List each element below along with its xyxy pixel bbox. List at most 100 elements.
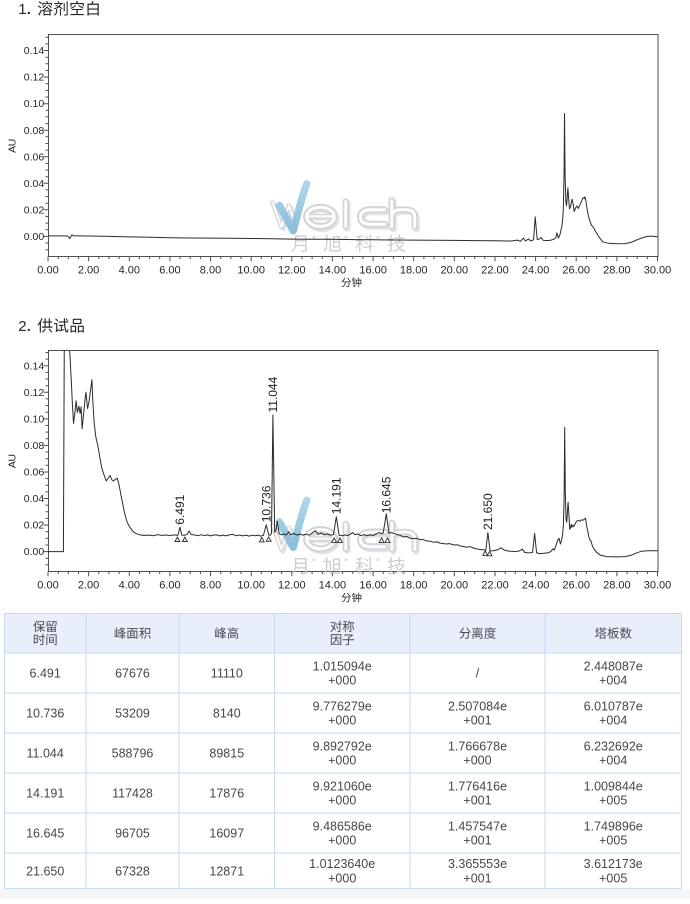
svg-text:0.10: 0.10 <box>24 414 45 426</box>
svg-text:+005: +005 <box>599 834 627 848</box>
svg-text:12.00: 12.00 <box>278 580 306 592</box>
svg-text:21.650: 21.650 <box>481 493 495 530</box>
svg-text:0.08: 0.08 <box>24 440 45 452</box>
svg-text:6.00: 6.00 <box>159 265 180 277</box>
svg-text:16097: 16097 <box>209 827 244 841</box>
svg-text:17876: 17876 <box>209 787 244 801</box>
svg-text:0.14: 0.14 <box>24 45 45 57</box>
svg-text:0.04: 0.04 <box>24 178 45 190</box>
svg-text:+001: +001 <box>463 871 491 885</box>
svg-text:16.00: 16.00 <box>359 580 387 592</box>
svg-text:2: 2 <box>18 318 26 335</box>
svg-text:+000: +000 <box>328 714 356 728</box>
svg-text:+000: +000 <box>463 754 491 768</box>
svg-text:16.645: 16.645 <box>380 476 394 513</box>
svg-text:1.766678e: 1.766678e <box>448 739 507 753</box>
svg-text:1.749896e: 1.749896e <box>584 819 643 833</box>
svg-text:18.00: 18.00 <box>400 580 428 592</box>
svg-text:+001: +001 <box>463 714 491 728</box>
svg-text:14.00: 14.00 <box>319 580 347 592</box>
svg-text:28.00: 28.00 <box>603 580 631 592</box>
svg-text:12871: 12871 <box>209 864 244 878</box>
svg-text:30.00: 30.00 <box>644 580 672 592</box>
svg-text:10.736: 10.736 <box>259 485 273 522</box>
svg-text:10.00: 10.00 <box>237 580 265 592</box>
svg-text:14.00: 14.00 <box>319 265 347 277</box>
svg-text:0.04: 0.04 <box>24 493 45 505</box>
svg-text:+004: +004 <box>599 674 627 688</box>
svg-text:+001: +001 <box>463 834 491 848</box>
svg-text:14.191: 14.191 <box>330 477 344 514</box>
svg-text:+000: +000 <box>328 794 356 808</box>
svg-text:20.00: 20.00 <box>441 580 469 592</box>
svg-text:0.02: 0.02 <box>24 204 45 216</box>
svg-text:117428: 117428 <box>112 787 153 801</box>
svg-text:9.892792e: 9.892792e <box>313 739 372 753</box>
svg-text:8140: 8140 <box>213 707 241 721</box>
svg-text:1.009844e: 1.009844e <box>584 779 643 793</box>
svg-text:0.06: 0.06 <box>24 467 45 479</box>
svg-text:0.14: 0.14 <box>24 360 45 372</box>
svg-text:+001: +001 <box>463 794 491 808</box>
svg-text:AU: AU <box>7 139 19 153</box>
svg-text:21.650: 21.650 <box>26 864 64 878</box>
svg-text:0.00: 0.00 <box>24 546 45 558</box>
svg-text:16.00: 16.00 <box>359 265 387 277</box>
svg-text:0.02: 0.02 <box>24 520 45 532</box>
svg-text:2.00: 2.00 <box>78 580 99 592</box>
svg-text:11110: 11110 <box>211 667 243 681</box>
svg-text:0.10: 0.10 <box>24 98 45 110</box>
svg-text:8.00: 8.00 <box>200 580 221 592</box>
svg-text:67676: 67676 <box>115 667 150 681</box>
svg-text:0.00: 0.00 <box>24 231 45 243</box>
svg-text:67328: 67328 <box>115 864 150 878</box>
svg-text:4.00: 4.00 <box>119 265 140 277</box>
svg-text:3.612173e: 3.612173e <box>584 857 643 871</box>
svg-text:11.044: 11.044 <box>27 747 64 761</box>
svg-text:AU: AU <box>7 454 19 468</box>
svg-text:8.00: 8.00 <box>200 265 221 277</box>
svg-text:+000: +000 <box>328 834 356 848</box>
svg-text:+004: +004 <box>599 714 627 728</box>
svg-text:2.507084e: 2.507084e <box>448 699 507 713</box>
svg-text:0.12: 0.12 <box>24 387 45 399</box>
svg-text:0.00: 0.00 <box>37 265 58 277</box>
svg-text:96705: 96705 <box>115 827 150 841</box>
svg-text:+005: +005 <box>599 794 627 808</box>
svg-text:/: / <box>476 667 480 681</box>
svg-text:6.00: 6.00 <box>159 580 180 592</box>
svg-text:0.12: 0.12 <box>24 72 45 84</box>
svg-text:0.00: 0.00 <box>37 580 58 592</box>
svg-text:53209: 53209 <box>115 707 150 721</box>
svg-text:16.645: 16.645 <box>26 827 64 841</box>
svg-text:30.00: 30.00 <box>644 265 672 277</box>
svg-text:9.921060e: 9.921060e <box>313 779 372 793</box>
svg-text:24.00: 24.00 <box>522 265 550 277</box>
svg-text:6.232692e: 6.232692e <box>584 739 643 753</box>
svg-text:9.776279e: 9.776279e <box>313 699 372 713</box>
svg-text:10.736: 10.736 <box>26 707 64 721</box>
svg-text:3.365553e: 3.365553e <box>448 857 507 871</box>
svg-text:22.00: 22.00 <box>481 265 509 277</box>
svg-text:6.491: 6.491 <box>173 494 187 524</box>
svg-text:+000: +000 <box>328 754 356 768</box>
svg-text:1.457547e: 1.457547e <box>448 819 507 833</box>
svg-text:+005: +005 <box>599 871 627 885</box>
svg-text:6.010787e: 6.010787e <box>584 699 643 713</box>
svg-text:+000: +000 <box>328 674 356 688</box>
svg-text:2.448087e: 2.448087e <box>584 659 643 673</box>
svg-text:14.191: 14.191 <box>26 787 64 801</box>
svg-text:588796: 588796 <box>112 747 154 761</box>
svg-text:1.0123640e: 1.0123640e <box>309 857 375 871</box>
svg-text:1: 1 <box>18 1 26 18</box>
svg-text:18.00: 18.00 <box>400 265 428 277</box>
svg-text:28.00: 28.00 <box>603 265 631 277</box>
svg-text:24.00: 24.00 <box>522 580 550 592</box>
svg-text:1.776416e: 1.776416e <box>448 779 507 793</box>
svg-text:+004: +004 <box>599 754 627 768</box>
svg-text:20.00: 20.00 <box>441 265 469 277</box>
svg-text:6.491: 6.491 <box>30 667 61 681</box>
svg-text:0.08: 0.08 <box>24 125 45 137</box>
svg-text:0.06: 0.06 <box>24 151 45 163</box>
svg-text:22.00: 22.00 <box>481 580 509 592</box>
